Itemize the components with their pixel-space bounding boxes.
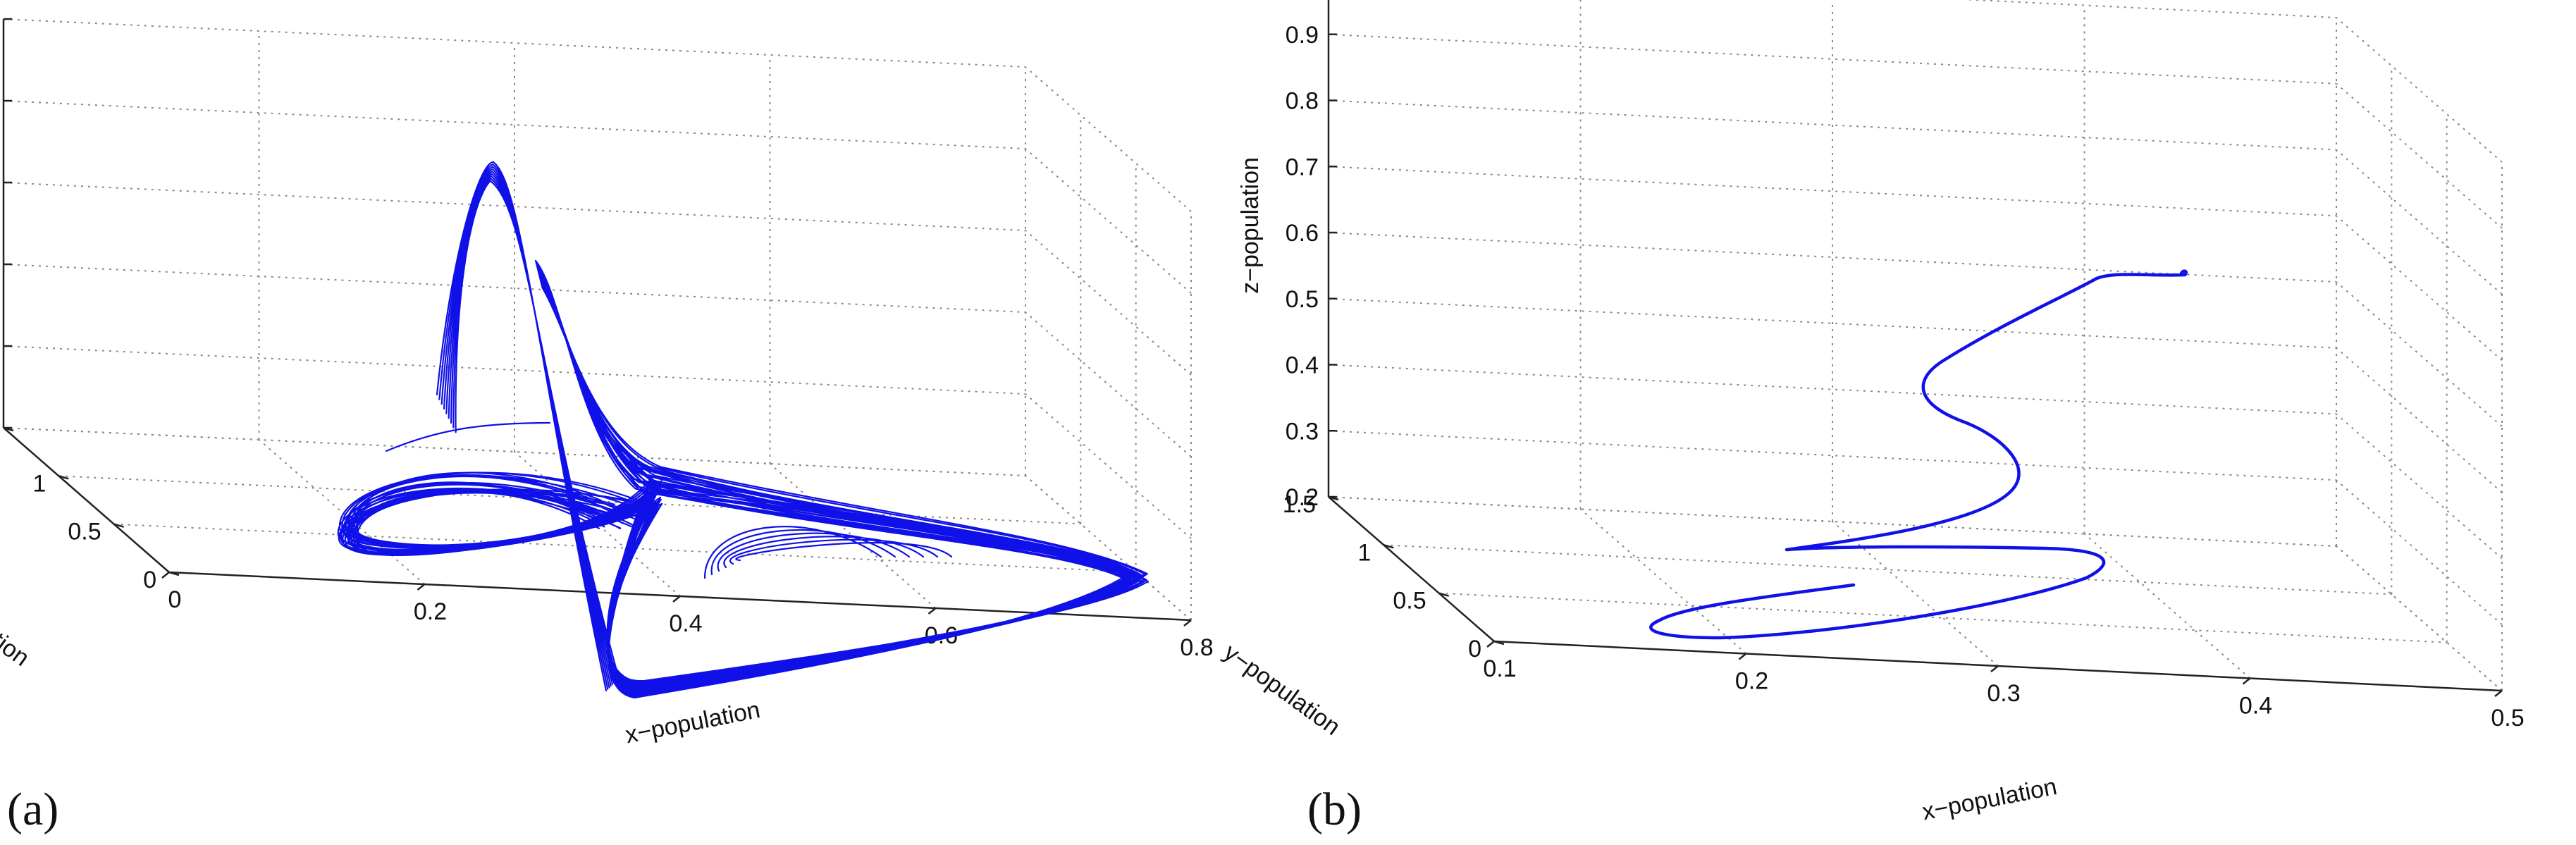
a-backwall-grid-z-5: [3, 18, 1026, 68]
a-floor-grid-x-3: [769, 463, 937, 609]
a-xlabel: x−population: [623, 696, 762, 748]
b-x-tick-mark-1: [1738, 653, 1747, 660]
b-x-tick-label-3: 0.4: [2239, 693, 2272, 720]
a-floor-grid-x-1: [258, 439, 426, 585]
a-sidewall-grid-z-2: [1025, 312, 1192, 457]
b-x-tick-label-4: 0.5: [2491, 705, 2524, 732]
b-y-tick-mark-1: [1438, 592, 1450, 597]
b-sidewall-grid-z-0: [2336, 545, 2503, 691]
a-x-tick-mark-0: [161, 572, 170, 579]
a-sidewall-grid-z-4: [1025, 148, 1192, 294]
a-x-tick-mark-4: [1183, 619, 1192, 627]
b-sidewall-grid-z-8: [2336, 17, 2503, 163]
b-backwall-grid-z-8: [1961, 0, 2337, 18]
panel-a-plot: 00.20.40.60.800.511.5012345x−populationy…: [0, 18, 1214, 748]
a-x-tick-mark-3: [928, 607, 937, 615]
b-x-tick-mark-0: [1486, 641, 1495, 648]
a-trajectory-line: [337, 161, 1149, 699]
b-z-tick-label-5: 0.7: [1286, 154, 1319, 180]
a-x-tick-mark-1: [417, 584, 426, 591]
a-sidewall-grid-z-5: [1025, 66, 1192, 212]
b-x-tick-label-0: 0.1: [1483, 655, 1516, 682]
b-floor-grid-x-3: [2083, 533, 2251, 679]
b-sidewall-grid-z-1: [2336, 479, 2503, 626]
b-z-tick-label-0: 0.2: [1286, 484, 1319, 511]
a-y-tick-mark-0: [168, 571, 180, 576]
a-sidewall-grid-z-3: [1025, 230, 1192, 376]
a-backwall-grid-z-0: [3, 427, 1026, 476]
a-y-axis: [3, 427, 170, 573]
b-z-tick-label-4: 0.6: [1286, 220, 1319, 247]
a-sidewall-grid-z-0: [1025, 475, 1192, 621]
a-y-tick-mark-2: [58, 475, 69, 480]
b-y-tick-label-3: 1.5: [1283, 491, 1316, 518]
b-y-axis: [1328, 496, 1495, 642]
panel-b-plot: 0.1 0.2 0.3 0.4 0.500.511.50.20.30.40.50.60.…: [1219, 0, 2525, 825]
b-y-tick-mark-0: [1493, 640, 1505, 646]
b-z-tick-label-2: 0.4: [1286, 352, 1319, 379]
b-sidewall-grid-z-7: [2336, 82, 2503, 229]
a-y-tick-label-0: 0: [143, 567, 156, 593]
b-xlabel: x−population: [1920, 773, 2059, 825]
b-x-tick-mark-4: [2494, 690, 2503, 697]
a-backwall-grid-z-3: [3, 182, 1026, 231]
a-y-tick-mark-1: [113, 523, 125, 528]
b-z-tick-label-6: 0.8: [1286, 88, 1319, 115]
a-backwall-grid-z-2: [3, 264, 1026, 313]
a-x-tick-label-0: 0: [168, 586, 182, 613]
b-x-tick-mark-3: [2242, 677, 2251, 685]
a-x-tick-label-1: 0.2: [414, 598, 447, 625]
a-backwall-grid-z-4: [3, 100, 1026, 149]
b-floor-grid-x-4: [2336, 545, 2503, 691]
a-y-tick-label-1: 0.5: [68, 519, 101, 545]
b-floor-grid-y-1: [1438, 592, 2447, 643]
a-x-tick-mark-2: [672, 596, 681, 603]
b-sidewall-grid-z-5: [2336, 215, 2503, 362]
a-x-tick-label-2: 0.4: [669, 610, 702, 637]
a-sidewall-grid-z-1: [1025, 393, 1192, 539]
a-ylabel: y−population: [0, 569, 35, 672]
b-x-tick-label-2: 0.3: [1987, 680, 2020, 707]
b-sidewall-grid-z-6: [2336, 149, 2503, 295]
b-floor-grid-x-1: [1579, 508, 1747, 655]
b-sidewall-grid-z-4: [2336, 281, 2503, 427]
panel-b-label: (b): [1307, 784, 1362, 835]
a-backwall-grid-z-1: [3, 345, 1026, 395]
b-z-tick-label-1: 0.3: [1286, 418, 1319, 445]
a-y-tick-label-2: 1: [32, 470, 46, 497]
b-sidewall-grid-z-3: [2336, 347, 2503, 493]
b-z-tick-label-7: 0.9: [1286, 22, 1319, 49]
b-y-tick-label-0: 0: [1468, 636, 1481, 662]
b-sidewall-grid-z-2: [2336, 413, 2503, 560]
b-zlabel: z−population: [1237, 157, 1264, 294]
b-backwall-grid-z-1: [1328, 430, 2337, 481]
b-y-tick-label-2: 1: [1357, 539, 1371, 566]
b-y-tick-mark-2: [1383, 544, 1394, 549]
b-z-tick-label-3: 0.5: [1286, 286, 1319, 313]
b-x-tick-mark-2: [1990, 665, 1999, 672]
a-floor-grid-y-1: [113, 523, 1136, 573]
a-floor-grid-x-2: [514, 451, 681, 597]
b-backwall-grid-z-5: [1328, 166, 2337, 217]
b-floor-grid-y-2: [1383, 544, 2392, 596]
b-y-tick-label-1: 0.5: [1393, 588, 1426, 615]
b-trajectory-line: [1649, 269, 2188, 640]
a-x-tick-label-4: 0.8: [1180, 634, 1213, 661]
b-x-tick-label-1: 0.2: [1735, 668, 1768, 695]
b-ylabel: y−population: [1219, 639, 1345, 741]
a-floor-grid-y-2: [58, 475, 1081, 525]
panel-a-label: (a): [7, 784, 58, 835]
b-floor-grid-x-2: [1832, 521, 1999, 667]
